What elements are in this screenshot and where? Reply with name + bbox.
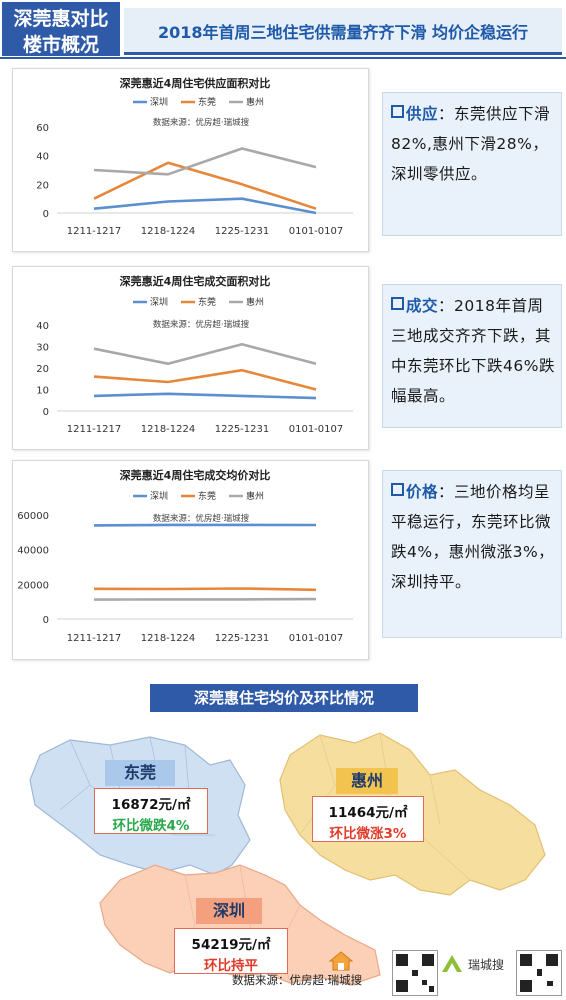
x-tick-label: 0101-0107 (289, 424, 344, 435)
legend-label: 深圳 (150, 97, 168, 108)
info-box-deals: 成交：2018年首周三地成交齐齐下跌，其中东莞环比下跌46%跌幅最高。 (382, 284, 562, 428)
y-tick-label: 0 (43, 407, 49, 418)
price-dongguan: 16872元/㎡ (111, 797, 191, 813)
chart-source: 数据来源：优房超·瑞城搜 (153, 513, 250, 524)
series-line (93, 392, 317, 400)
legend-label: 惠州 (246, 490, 264, 502)
series-line (93, 197, 317, 215)
brand-name: 瑞城搜 (468, 958, 505, 972)
y-tick-label: 30 (36, 343, 49, 354)
brand-logo-icon (440, 952, 464, 974)
y-tick-label: 60 (36, 123, 49, 134)
x-tick-label: 1218-1224 (141, 424, 196, 435)
series-line (93, 161, 317, 210)
city-label-huizhou: 惠州 (336, 768, 398, 794)
info-keyword: 供应 (406, 105, 439, 123)
x-tick-label: 1211-1217 (67, 633, 122, 644)
info-text-price: 价格：三地价格均呈平稳运行，东莞环比微跌4%，惠州微涨3%，深圳持平。 (391, 477, 557, 597)
info-body: ：三地价格均呈平稳运行，东莞环比微跌4%，惠州微涨3%，深圳持平。 (391, 483, 555, 591)
y-tick-label: 20 (36, 364, 49, 375)
legend-label: 惠州 (246, 296, 264, 308)
page-title: 2018年首周三地住宅供需量齐齐下滑 均价企稳运行 (157, 23, 529, 42)
x-tick-label: 1218-1224 (141, 226, 196, 237)
price-box-huizhou: 11464元/㎡ 环比微涨3% (312, 796, 424, 842)
price-box-dongguan: 16872元/㎡ 环比微跌4% (94, 788, 208, 834)
y-tick-label: 20 (36, 180, 49, 191)
y-tick-label: 40 (36, 152, 49, 163)
chart-panel-deals: 深莞惠近4周住宅成交面积对比深圳 东莞 惠州数据来源：优房超·瑞城搜 0 10 20 30 4… (12, 266, 369, 450)
city-label-dongguan: 东莞 (105, 760, 175, 786)
chart-panel-supply: 深莞惠近4周住宅供应面积对比深圳 东莞 惠州数据来源：优房超·瑞城搜 0 20 40 60 1… (12, 68, 369, 252)
change-huizhou: 环比微涨3% (329, 826, 407, 842)
qr-code-left (392, 950, 438, 996)
legend-label: 惠州 (246, 96, 264, 108)
chart-source: 数据来源：优房超·瑞城搜 (153, 117, 250, 128)
info-keyword: 价格 (406, 483, 439, 501)
square-bullet-icon (391, 483, 404, 496)
x-tick-label: 1225-1231 (215, 633, 270, 644)
info-text-deals: 成交：2018年首周三地成交齐齐下跌，其中东莞环比下跌46%跌幅最高。 (391, 291, 557, 411)
series-line (93, 523, 317, 527)
legend-label: 东莞 (198, 96, 216, 108)
info-text-supply: 供应：东莞供应下滑82%,惠州下滑28%，深圳零供应。 (391, 99, 557, 189)
info-body: ：2018年首周三地成交齐齐下跌，其中东莞环比下跌46%跌幅最高。 (391, 297, 555, 405)
header-tag-line1: 深莞惠对比 (13, 8, 109, 30)
y-tick-label: 0 (43, 615, 49, 626)
price-huizhou: 11464元/㎡ (328, 805, 408, 821)
x-tick-label: 1225-1231 (215, 424, 270, 435)
section-title: 深莞惠住宅均价及环比情况 (150, 684, 418, 712)
square-bullet-icon (391, 105, 404, 118)
footer-source: 数据来源：优房超·瑞城搜 (232, 973, 363, 987)
chart-panel-price: 深莞惠近4周住宅成交均价对比深圳 东莞 惠州数据来源：优房超·瑞城搜 0 20000 40… (12, 460, 369, 660)
x-tick-label: 1211-1217 (67, 226, 122, 237)
price-shenzhen: 54219元/㎡ (191, 937, 271, 953)
info-keyword: 成交 (406, 297, 439, 315)
y-tick-label: 20000 (17, 580, 49, 591)
x-tick-label: 0101-0107 (289, 633, 344, 644)
y-tick-label: 40000 (17, 546, 49, 557)
header-divider (0, 57, 566, 59)
square-bullet-icon (391, 297, 404, 310)
series-line (93, 368, 317, 391)
y-tick-label: 40 (36, 321, 49, 332)
series-line (93, 597, 317, 601)
chart-title: 深莞惠近4周住宅成交面积对比 (120, 274, 271, 288)
series-line (93, 587, 317, 592)
y-tick-label: 0 (43, 209, 49, 220)
legend-label: 东莞 (198, 296, 216, 308)
series-line (93, 343, 317, 365)
y-tick-label: 10 (36, 386, 49, 397)
x-tick-label: 1225-1231 (215, 226, 270, 237)
series-line (93, 147, 317, 176)
change-dongguan: 环比微跌4% (112, 818, 190, 834)
house-logo-icon (328, 950, 354, 972)
header-bar: 2018年首周三地住宅供需量齐齐下滑 均价企稳运行 (124, 8, 562, 55)
header-tag: 深莞惠对比 楼市概况 (2, 2, 120, 56)
x-tick-label: 1211-1217 (67, 424, 122, 435)
header-tag-line2: 楼市概况 (22, 34, 99, 56)
legend-label: 深圳 (150, 491, 168, 502)
info-body: ：东莞供应下滑82%,惠州下滑28%，深圳零供应。 (391, 105, 551, 183)
info-box-supply: 供应：东莞供应下滑82%,惠州下滑28%，深圳零供应。 (382, 92, 562, 236)
legend-label: 东莞 (198, 490, 216, 502)
chart-title: 深莞惠近4周住宅供应面积对比 (120, 76, 271, 90)
qr-code-right (516, 950, 562, 996)
chart-source: 数据来源：优房超·瑞城搜 (153, 319, 250, 330)
x-tick-label: 0101-0107 (289, 226, 344, 237)
price-box-shenzhen: 54219元/㎡ 环比持平 (174, 928, 288, 974)
city-label-shenzhen: 深圳 (196, 898, 262, 924)
chart-title: 深莞惠近4周住宅成交均价对比 (120, 468, 271, 482)
info-box-price: 价格：三地价格均呈平稳运行，东莞环比微跌4%，惠州微涨3%，深圳持平。 (382, 470, 562, 638)
legend-label: 深圳 (150, 297, 168, 308)
y-tick-label: 60000 (17, 511, 49, 522)
x-tick-label: 1218-1224 (141, 633, 196, 644)
change-shenzhen: 环比持平 (204, 958, 258, 974)
